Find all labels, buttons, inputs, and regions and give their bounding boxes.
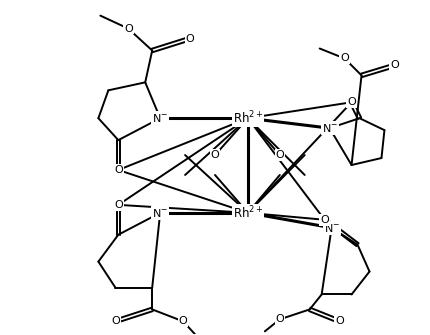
Text: O: O <box>179 316 187 326</box>
Text: Rh$^{2+}$: Rh$^{2+}$ <box>233 204 263 221</box>
Text: O: O <box>111 316 120 326</box>
Text: O: O <box>114 165 123 175</box>
Text: O: O <box>186 34 194 44</box>
Text: N$^{-}$: N$^{-}$ <box>152 112 168 124</box>
Text: O: O <box>114 200 123 210</box>
Text: O: O <box>320 215 329 225</box>
Text: O: O <box>335 316 344 326</box>
Text: O: O <box>347 97 356 107</box>
Text: O: O <box>124 23 133 34</box>
Text: Rh$^{2+}$: Rh$^{2+}$ <box>233 110 263 127</box>
Text: N$^{-}$: N$^{-}$ <box>152 207 168 219</box>
Text: N$^{-}$: N$^{-}$ <box>322 122 338 134</box>
Text: O: O <box>276 150 284 160</box>
Text: N$^{-}$: N$^{-}$ <box>324 222 340 234</box>
Text: O: O <box>211 150 219 160</box>
Text: O: O <box>340 54 349 63</box>
Text: O: O <box>276 314 284 324</box>
Text: O: O <box>390 60 399 70</box>
